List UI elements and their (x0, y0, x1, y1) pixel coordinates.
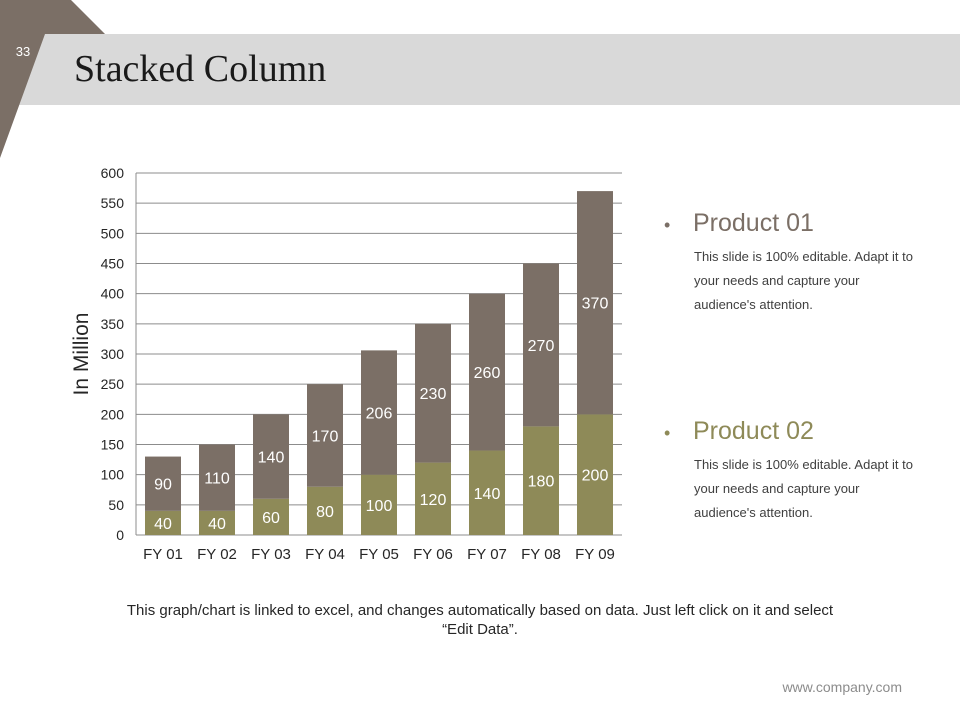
legend-name: Product 02 (693, 417, 814, 445)
legend-description: This slide is 100% editable. Adapt it to… (694, 249, 913, 312)
corner-decoration (0, 0, 105, 158)
data-label: 100 (366, 498, 393, 515)
data-label: 270 (528, 338, 555, 355)
data-label: 370 (582, 296, 609, 313)
y-tick-label: 550 (101, 195, 125, 211)
y-tick-label: 300 (101, 346, 125, 362)
y-tick-label: 150 (101, 437, 125, 453)
slide-number: 33 (15, 44, 31, 59)
bar-product-01 (469, 293, 505, 451)
bar-product-01 (577, 191, 613, 415)
data-label: 40 (154, 516, 172, 533)
x-tick-label: FY 03 (251, 546, 291, 563)
x-tick-label: FY 07 (467, 546, 507, 563)
y-axis-label: In Million (70, 313, 93, 396)
x-tick-label: FY 01 (143, 546, 183, 563)
data-label: 206 (366, 406, 393, 423)
y-tick-label: 500 (101, 225, 125, 241)
data-label: 180 (528, 474, 555, 491)
stacked-column-chart[interactable]: 0 50 100 150 200 250 300 350 400 450 500 550 600 In M… (0, 0, 960, 600)
bar-product-02 (415, 462, 451, 535)
data-label: 260 (474, 365, 501, 382)
x-tick-label: FY 04 (305, 546, 345, 563)
y-tick-label: 400 (101, 286, 125, 302)
legend-description: This slide is 100% editable. Adapt it to… (694, 457, 913, 520)
y-tick-label: 350 (101, 316, 125, 332)
x-tick-label: FY 02 (197, 546, 237, 563)
y-tick-label: 450 (101, 256, 125, 272)
bar-product-01 (307, 384, 343, 487)
bar-product-02 (253, 498, 289, 535)
bar-product-02 (523, 426, 559, 535)
y-tick-label: 0 (116, 527, 124, 543)
data-label: 170 (312, 428, 339, 445)
bar-product-02 (145, 510, 181, 535)
y-tick-label: 100 (101, 467, 125, 483)
data-label: 110 (204, 471, 230, 488)
data-label: 80 (316, 504, 334, 521)
bar-product-01 (199, 444, 235, 511)
bar-product-01 (523, 263, 559, 427)
footer-url[interactable]: www.company.com (782, 679, 902, 695)
bar-product-02 (199, 510, 235, 535)
bar-product-01 (415, 323, 451, 463)
y-tick-label: 50 (108, 497, 124, 513)
data-label: 140 (474, 486, 501, 503)
data-label: 200 (582, 468, 609, 485)
title-band (0, 34, 960, 105)
x-tick-label: FY 09 (575, 546, 615, 563)
bar-product-02 (361, 474, 397, 535)
page-title: Stacked Column (74, 48, 327, 90)
y-tick-label: 250 (101, 376, 125, 392)
chart-note: This graph/chart is linked to excel, and… (126, 602, 834, 638)
data-label: 90 (154, 477, 172, 494)
bar-product-02 (469, 450, 505, 535)
data-label: 120 (420, 492, 447, 509)
x-tick-label: FY 06 (413, 546, 453, 563)
bar-product-01 (145, 456, 181, 511)
bullet-icon: • (664, 423, 671, 443)
x-tick-label: FY 05 (359, 546, 399, 563)
y-tick-label: 600 (101, 165, 125, 181)
data-label: 140 (258, 450, 285, 467)
y-tick-label: 200 (101, 406, 125, 422)
x-tick-label: FY 08 (521, 546, 561, 563)
data-label: 60 (262, 510, 280, 527)
bullet-icon: • (664, 215, 671, 235)
bar-product-02 (307, 486, 343, 535)
data-label: 40 (208, 516, 226, 533)
legend-name: Product 01 (693, 209, 814, 237)
bar-product-02 (577, 414, 613, 535)
data-label: 230 (420, 386, 447, 403)
bar-product-01 (361, 350, 397, 475)
bar-product-01 (253, 414, 289, 499)
